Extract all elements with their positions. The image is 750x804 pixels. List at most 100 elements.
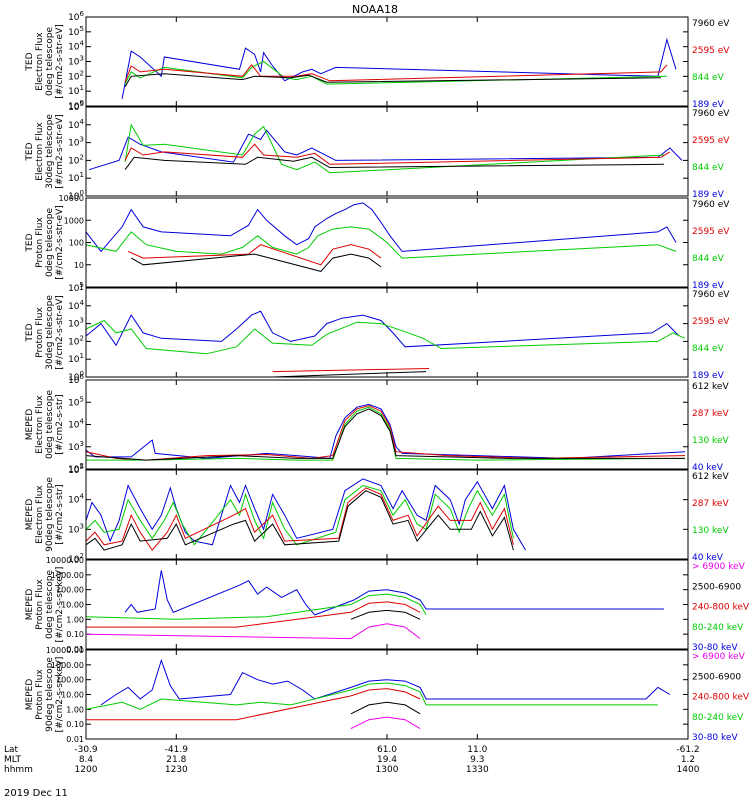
- panel-7: 0.01 0.10 1.00 10.00 100.00 1000.00 10000.00 ME…: [25, 556, 750, 654]
- y-tick-label: 100.00: [56, 586, 84, 595]
- y-tick-label: 0.10: [66, 630, 84, 639]
- y-tick-label: 100: [69, 239, 84, 248]
- legend-item: 2595 eV: [692, 317, 730, 327]
- legend-item: 844 eV: [692, 344, 725, 354]
- legend-item: 844 eV: [692, 163, 725, 173]
- panel-3: 1 10 100 1000 10000 TEDProton Flux0deg telesc…: [25, 194, 730, 292]
- series-line-red: [86, 688, 421, 721]
- series-line-blue: [85, 310, 680, 348]
- series-line-blue: [85, 202, 677, 253]
- series-line-black: [85, 490, 514, 551]
- y-tick-label: 105: [68, 100, 84, 113]
- series-line-red: [85, 405, 686, 461]
- y-tick-label: 0.01: [66, 645, 84, 654]
- y-tick-label: 1000: [64, 216, 84, 225]
- series-line-black: [130, 253, 382, 272]
- y-tick-label: 10.00: [61, 691, 84, 700]
- legend-item: 189 eV: [692, 190, 725, 200]
- legend-item: 844 eV: [692, 73, 725, 83]
- y-axis-label: TEDProton Flux0deg telescope[#/cm2-s-str…: [25, 205, 65, 280]
- series-line-black: [85, 408, 685, 461]
- legend-item: 2595 eV: [692, 136, 730, 146]
- date-label: 2019 Dec 11: [4, 788, 68, 799]
- x-tick-label: 1330: [466, 765, 489, 775]
- y-tick-label: 103: [68, 522, 84, 535]
- y-axis-label: MEPEDElectron Flux90deg telescope[#/cm2-…: [25, 477, 65, 552]
- y-tick-label: 10000.00: [46, 646, 84, 655]
- series-line-blue: [121, 37, 677, 99]
- y-tick-label: 103: [68, 440, 84, 453]
- y-axis-label: MEPEDProton Flux0deg telescope[#/cm2-s-s…: [25, 567, 65, 643]
- series-line-red: [85, 487, 514, 551]
- series-line-black: [124, 73, 661, 87]
- legend-item: 612 keV: [692, 382, 729, 392]
- x-tick-label: 8.4: [79, 755, 94, 765]
- panel-frame: [85, 16, 689, 107]
- x-tick-label: -30.9: [74, 745, 98, 755]
- series-line-black: [350, 701, 421, 715]
- series-line-green: [86, 406, 686, 461]
- legend-item: 287 keV: [692, 409, 729, 419]
- y-axis-label: MEPEDElectron Flux0deg telescope[#/cm2-s…: [25, 390, 65, 460]
- y-tick-label: 101: [68, 171, 84, 184]
- x-tick-label: -41.9: [165, 745, 189, 755]
- y-axis-label: MEPEDProton Flux90deg telescope[#/cm2-s-…: [25, 657, 65, 733]
- series-line-green: [124, 123, 664, 174]
- legend-item: 189 eV: [692, 100, 725, 110]
- legend-item: 40 keV: [692, 553, 724, 563]
- series-line-black: [350, 609, 421, 620]
- legend-item: 7960 eV: [692, 290, 730, 300]
- legend-item: 80-240 keV: [692, 713, 744, 723]
- series-line-green: [85, 226, 677, 259]
- series-line-red: [124, 63, 668, 83]
- x-tick-label: 21.8: [166, 755, 186, 765]
- panel-8: 0.01 0.10 1.00 10.00 100.00 1000.00 10000.00 ME…: [25, 646, 750, 744]
- legend-item: 189 eV: [692, 371, 725, 381]
- y-tick-label: 100: [68, 99, 84, 112]
- y-tick-label: 106: [68, 373, 84, 386]
- series-line-red: [127, 244, 382, 266]
- y-axis-label: TEDProton Flux30deg telescope[#/cm2-s-st…: [25, 295, 65, 370]
- x-axis-row-label: Lat: [4, 745, 19, 755]
- x-tick-label: 19.4: [377, 755, 397, 765]
- x-tick-label: 1400: [677, 765, 700, 775]
- legend-item: 80-240 keV: [692, 623, 744, 633]
- legend-item: 240-800 keV: [692, 693, 750, 703]
- y-tick-label: 1.00: [66, 615, 84, 624]
- y-tick-label: 103: [68, 55, 84, 68]
- series-line-blue: [100, 658, 671, 706]
- legend-item: 130 keV: [692, 436, 729, 446]
- y-tick-label: 106: [68, 10, 84, 23]
- y-tick-label: 102: [68, 462, 84, 475]
- x-tick-label: 1300: [376, 765, 399, 775]
- x-tick-label: -61.2: [676, 745, 699, 755]
- y-tick-label: 104: [68, 299, 84, 312]
- panel-frame: [85, 106, 689, 197]
- y-tick-label: 0.10: [66, 720, 84, 729]
- x-tick-label: 1230: [165, 765, 188, 775]
- panel-frame: [85, 287, 689, 378]
- legend-item: > 6900 keV: [692, 562, 746, 572]
- x-tick-label: 1200: [75, 765, 98, 775]
- series-line-blue: [124, 570, 664, 616]
- x-axis-row-label: MLT: [4, 755, 22, 765]
- legend-item: 130 keV: [692, 526, 729, 536]
- series-line-red: [124, 143, 671, 165]
- y-tick-label: 104: [68, 40, 84, 53]
- x-tick-label: 11.0: [467, 745, 487, 755]
- y-tick-label: 0.01: [66, 735, 84, 744]
- legend-item: 7960 eV: [692, 19, 730, 29]
- legend-item: > 6900 keV: [692, 652, 746, 662]
- y-tick-label: 102: [68, 334, 84, 347]
- y-tick-label: 101: [68, 84, 84, 97]
- y-axis-label: TEDElectron Flux0deg telescope[#/cm2-s-s…: [25, 24, 65, 99]
- y-tick-label: 105: [68, 395, 84, 408]
- legend-item: 40 keV: [692, 463, 724, 473]
- y-tick-label: 100.00: [56, 676, 84, 685]
- y-tick-label: 102: [68, 69, 84, 82]
